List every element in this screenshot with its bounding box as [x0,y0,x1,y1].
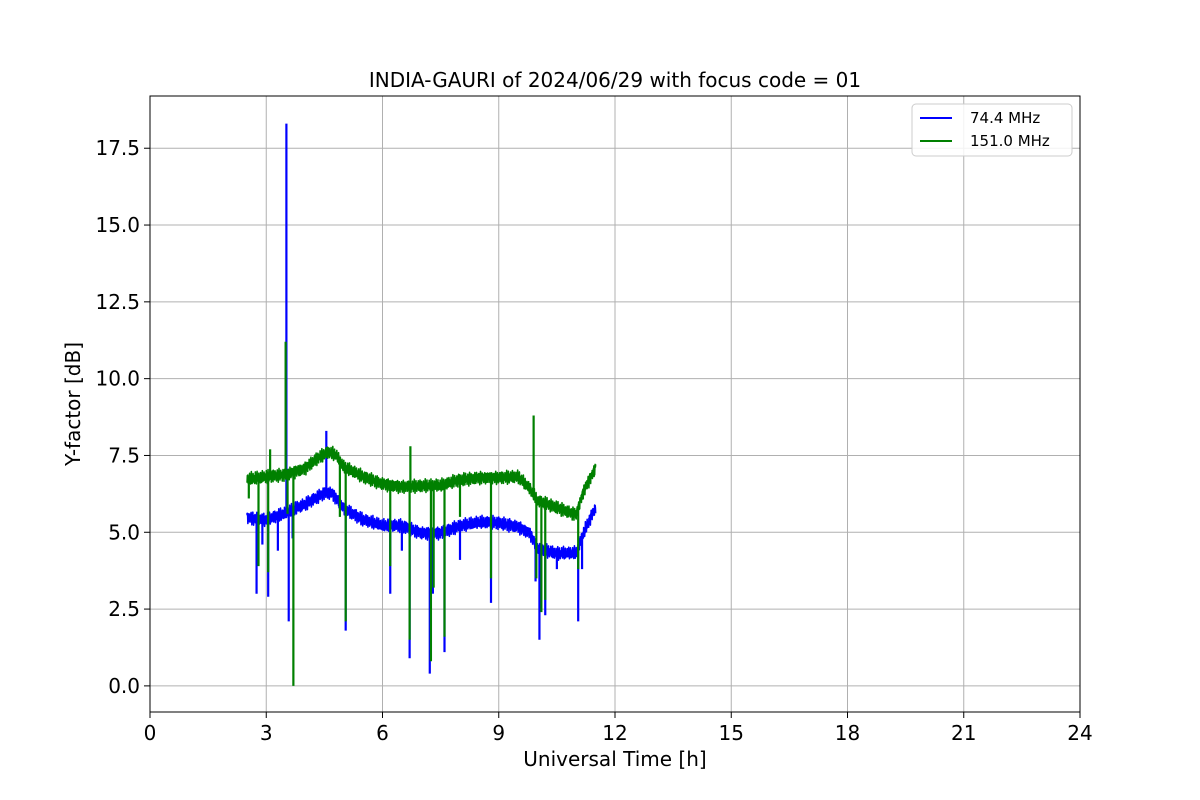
x-tick-label: 6 [376,721,389,745]
y-tick-label: 7.5 [108,443,140,467]
y-tick-label: 5.0 [108,520,140,544]
y-tick-label: 17.5 [95,136,140,160]
x-tick-label: 0 [144,721,157,745]
series-line [246,445,597,521]
series-layer [246,123,597,686]
x-axis-label: Universal Time [h] [523,747,706,771]
x-tick-label: 15 [719,721,744,745]
y-tick-label: 2.5 [108,597,140,621]
x-tick-label: 24 [1067,721,1092,745]
y-tick-label: 12.5 [95,290,140,314]
legend-entry: 151.0 MHz [970,132,1050,150]
chart-title: INDIA-GAURI of 2024/06/29 with focus cod… [369,68,861,92]
ticks: 0 3 6 9 12 15 18 21 24 0.0 2.5 5.0 7.5 10.0 12.5 15.0 17… [95,136,1092,745]
y-tick-label: 10.0 [95,367,140,391]
y-tick-label: 15.0 [95,213,140,237]
legend: 74.4 MHz 151.0 MHz [911,103,1073,157]
x-tick-label: 18 [835,721,860,745]
x-tick-label: 9 [492,721,505,745]
legend-entry: 74.4 MHz [970,109,1040,127]
x-tick-label: 21 [951,721,976,745]
x-tick-label: 3 [260,721,273,745]
y-tick-label: 0.0 [108,674,140,698]
y-axis-label: Y-factor [dB] [61,342,85,467]
x-tick-label: 12 [602,721,627,745]
series-line [246,486,597,561]
